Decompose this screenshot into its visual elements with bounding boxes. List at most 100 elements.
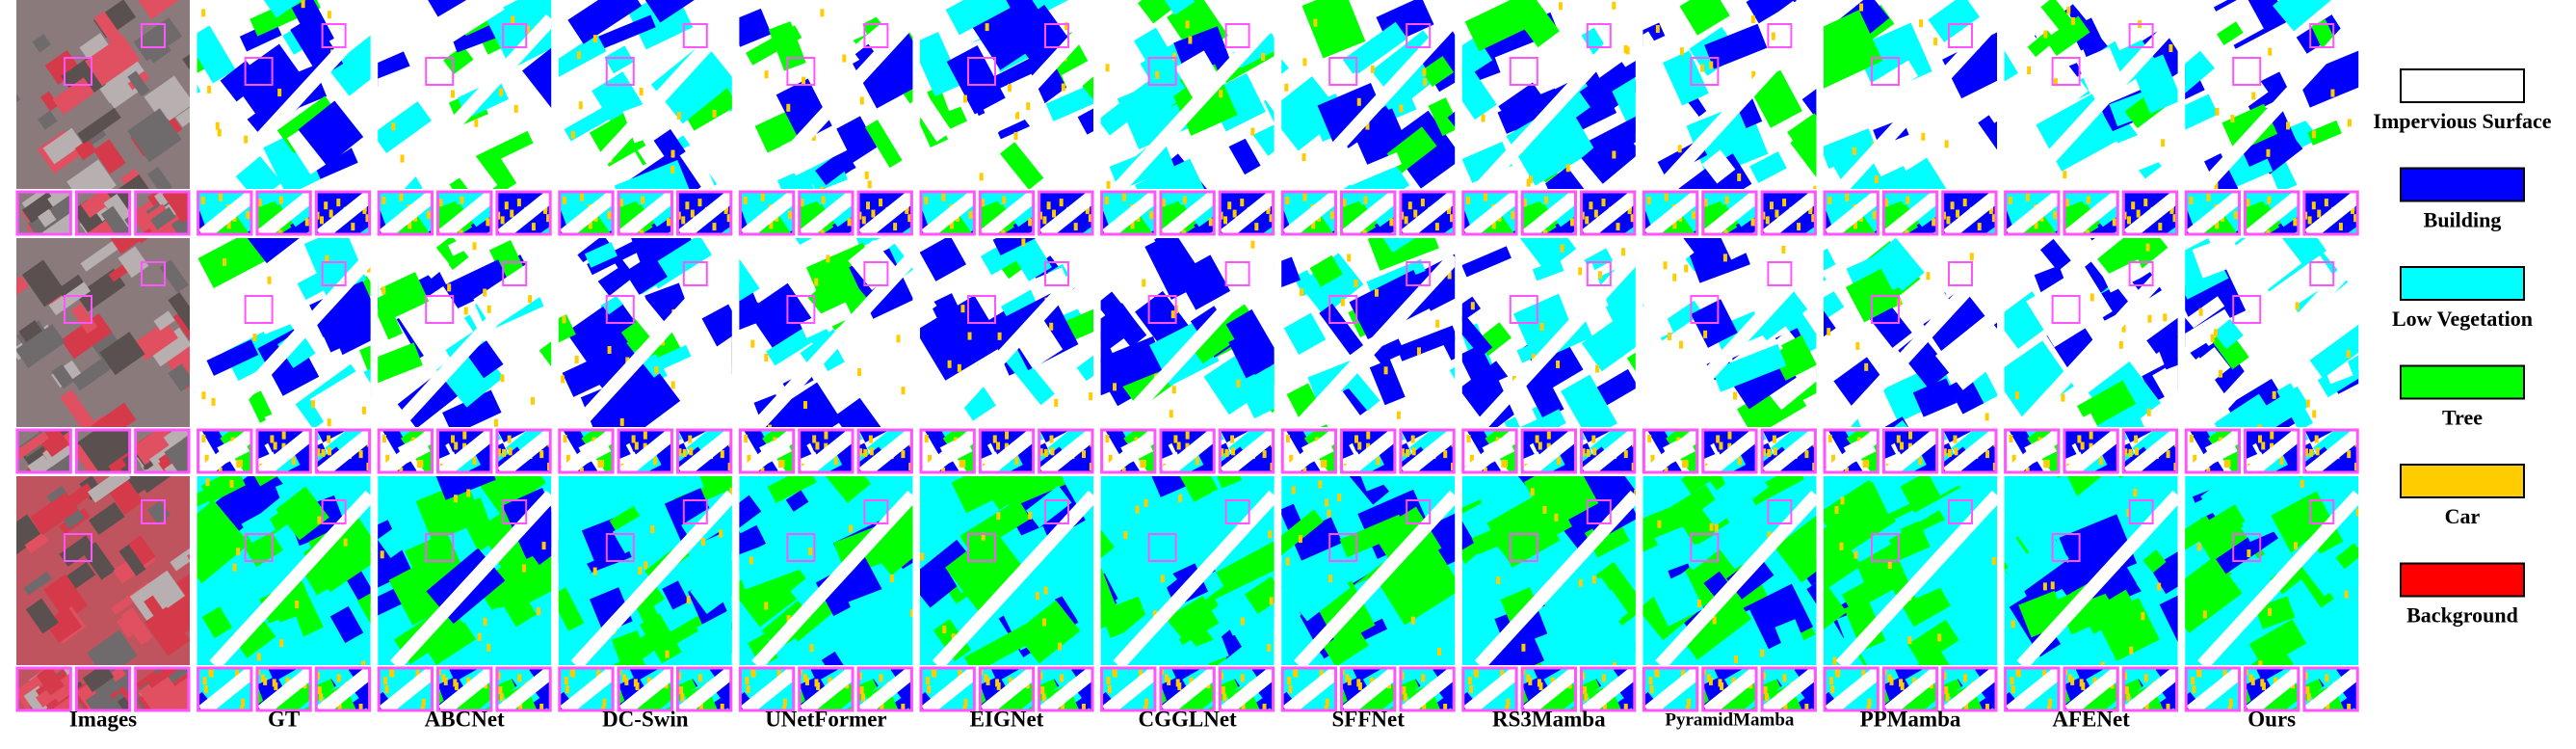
panel-content [197, 0, 371, 189]
inset-border [436, 190, 493, 236]
car [443, 677, 448, 685]
map-region [1461, 191, 1518, 230]
car [1170, 310, 1175, 319]
car [820, 186, 825, 189]
panel [1281, 476, 1456, 665]
car [980, 227, 985, 235]
car [1319, 670, 1324, 679]
car [849, 524, 854, 533]
zoom-box [1406, 23, 1432, 48]
car [272, 679, 276, 687]
photo-patch [150, 206, 176, 230]
car [677, 448, 682, 457]
panel-content [1399, 191, 1456, 235]
map-region [643, 0, 709, 23]
car [1300, 288, 1304, 297]
car [1073, 223, 1078, 231]
photo-patch [172, 309, 190, 351]
photo-patch [48, 281, 91, 316]
zoom-box [64, 533, 92, 562]
map-region [1055, 568, 1093, 629]
map-region [1281, 256, 1301, 292]
photo-patch [36, 667, 65, 696]
road [1341, 429, 1396, 473]
photo-patch [127, 70, 150, 97]
car [301, 0, 305, 9]
map-region [739, 191, 795, 230]
road [1220, 667, 1275, 711]
car [1294, 669, 1299, 678]
car [241, 698, 246, 707]
zoom-box [64, 295, 92, 324]
car [325, 254, 329, 263]
car [531, 223, 536, 231]
road [1463, 429, 1518, 473]
road [858, 667, 913, 711]
map-region [697, 594, 732, 663]
map-region [197, 446, 250, 473]
road [1039, 191, 1093, 235]
zoom-box [244, 57, 274, 86]
panel-content [1461, 0, 1636, 189]
car [564, 677, 568, 685]
map-region [201, 606, 233, 639]
car [808, 547, 813, 555]
car [961, 459, 966, 468]
car [236, 459, 241, 468]
map-region [999, 142, 1044, 189]
map-region [558, 199, 589, 235]
map-region [800, 302, 853, 338]
car [1595, 364, 1600, 373]
map-region [1225, 308, 1275, 375]
photo-patch [88, 218, 130, 235]
panel-content [16, 476, 190, 665]
car [700, 537, 705, 546]
map-region [818, 476, 872, 503]
photo-patch [153, 310, 175, 332]
car [670, 149, 675, 158]
inset-border [314, 190, 372, 236]
map-region [443, 141, 498, 189]
map-region [776, 238, 851, 252]
car [928, 454, 933, 463]
car [1060, 674, 1065, 682]
inset-border [1340, 666, 1397, 712]
car [824, 442, 828, 451]
map-region [586, 304, 636, 349]
photo-patch [32, 34, 51, 53]
car [619, 417, 624, 426]
car [521, 564, 526, 573]
map-region [780, 120, 848, 176]
car [437, 227, 442, 235]
map-region [1281, 76, 1344, 151]
map-region [255, 191, 312, 207]
car [234, 670, 239, 679]
car [252, 334, 257, 342]
zoom-box [502, 261, 528, 286]
car [666, 218, 670, 227]
map-region [618, 191, 673, 207]
map-region [942, 429, 976, 473]
map-region [298, 100, 364, 167]
car [901, 704, 906, 711]
car [1140, 459, 1144, 468]
panel-content [1100, 0, 1275, 189]
map-region [211, 3, 240, 34]
car [466, 489, 471, 497]
car [202, 677, 207, 685]
panel [16, 476, 190, 665]
map-region [697, 507, 732, 559]
inset-border [558, 666, 615, 712]
zoom-box [786, 533, 816, 562]
photo-patch [70, 303, 98, 334]
car [1008, 677, 1012, 685]
car [1423, 78, 1428, 87]
car [1592, 447, 1597, 456]
map-region [445, 259, 511, 309]
car [826, 254, 830, 263]
car [508, 447, 513, 456]
car [416, 459, 421, 468]
car [1298, 535, 1302, 544]
car [525, 25, 530, 34]
map-region [746, 25, 802, 66]
